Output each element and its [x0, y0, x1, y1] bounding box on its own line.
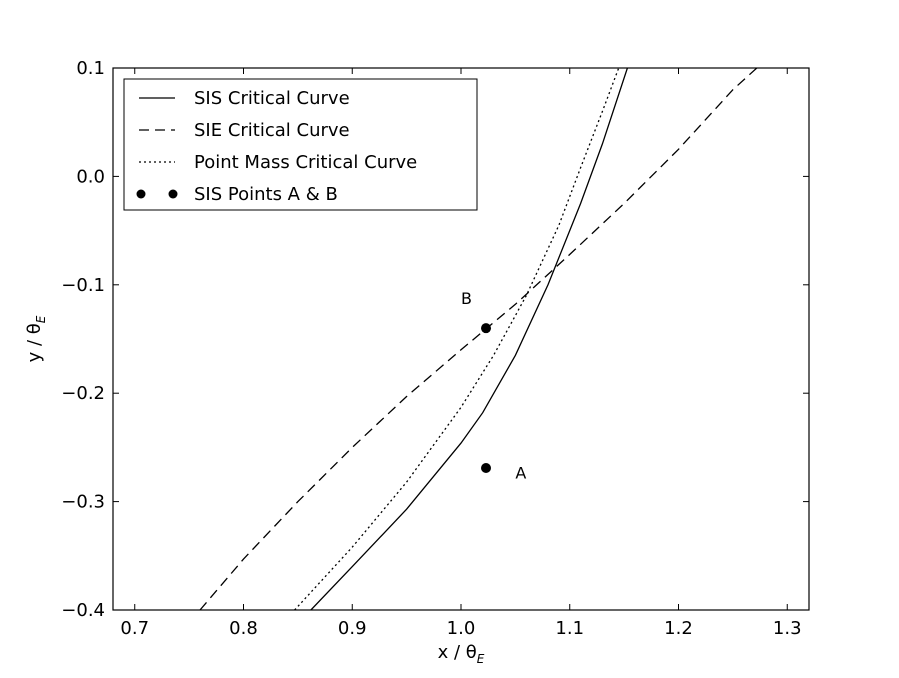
data-point — [481, 323, 492, 334]
legend-label: SIS Critical Curve — [194, 88, 350, 109]
x-axis-label: x / θE — [438, 642, 485, 666]
y-tick-label: −0.4 — [61, 600, 105, 621]
y-tick-label: −0.3 — [61, 492, 105, 513]
data-point — [481, 462, 492, 473]
x-tick-label: 0.7 — [120, 618, 149, 639]
y-tick-label: −0.2 — [61, 383, 105, 404]
x-tick-label: 1.1 — [555, 618, 584, 639]
point-label: B — [461, 289, 472, 308]
legend-label: SIS Points A & B — [194, 184, 338, 205]
y-tick-label: 0.0 — [76, 166, 105, 187]
series-layer — [199, 68, 758, 610]
sis-critical-curve-line — [310, 68, 629, 610]
ticks-layer: 0.7 0.8 0.9 1.0 1.1 1.2 1.3 0.1 0.0 −0.1 −0.2 −0.3 −… — [61, 58, 809, 639]
y-axis-label: y / θE — [24, 315, 48, 362]
x-tick-label: 1.3 — [773, 618, 802, 639]
point-label: A — [515, 463, 526, 482]
legend-marker — [168, 189, 178, 199]
x-tick-label: 1.2 — [664, 618, 693, 639]
y-tick-label: 0.1 — [76, 58, 105, 79]
annotation-layer: AB — [461, 289, 526, 483]
y-tick-label: −0.1 — [61, 275, 105, 296]
legend-box — [123, 78, 478, 211]
x-tick-label: 0.9 — [338, 618, 367, 639]
legend-marker — [136, 189, 146, 199]
x-tick-label: 1.0 — [447, 618, 476, 639]
x-tick-label: 0.8 — [229, 618, 258, 639]
legend-label: Point Mass Critical Curve — [194, 152, 417, 173]
point-mass-critical-curve-line — [294, 68, 620, 610]
legend: SIS Critical Curve SIE Critical Curve Poin… — [123, 78, 478, 211]
legend-label: SIE Critical Curve — [194, 120, 350, 141]
